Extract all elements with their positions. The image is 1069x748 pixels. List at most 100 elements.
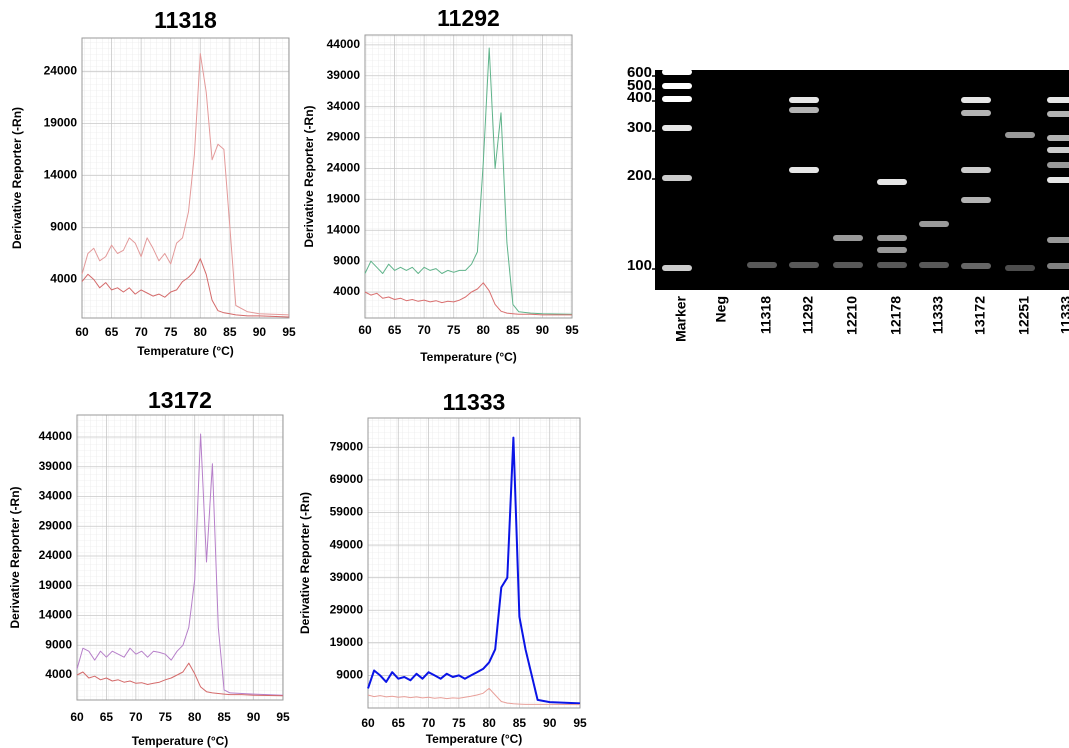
x-tick-label: 85 bbox=[513, 716, 527, 730]
gel-band bbox=[1047, 177, 1069, 183]
gel-lane-label: 12210 bbox=[844, 296, 860, 335]
y-tick-label: 44000 bbox=[39, 429, 73, 443]
gel-size-label: 200 bbox=[627, 167, 652, 184]
y-tick-label: 4000 bbox=[333, 284, 360, 298]
gel-band bbox=[1047, 162, 1069, 168]
y-tick-label: 19000 bbox=[44, 116, 78, 130]
gel-band bbox=[662, 69, 692, 75]
x-tick-label: 70 bbox=[422, 716, 436, 730]
gel-band bbox=[1047, 263, 1069, 269]
x-tick-label: 90 bbox=[253, 325, 267, 339]
y-tick-label: 4000 bbox=[50, 272, 77, 286]
gel-lane-label: 13172 bbox=[972, 296, 988, 335]
y-tick-label: 14000 bbox=[39, 608, 73, 622]
gel-size-label: 100 bbox=[627, 257, 652, 274]
gel-band bbox=[662, 83, 692, 89]
gel-band bbox=[1005, 132, 1035, 138]
y-tick-label: 49000 bbox=[330, 537, 364, 551]
x-tick-label: 80 bbox=[194, 325, 208, 339]
gel-band bbox=[1047, 111, 1069, 117]
x-tick-label: 80 bbox=[188, 710, 202, 724]
gel-band bbox=[961, 97, 991, 103]
gel-band bbox=[961, 167, 991, 173]
x-tick-label: 85 bbox=[223, 325, 237, 339]
y-tick-label: 19000 bbox=[39, 578, 73, 592]
gel-lane-label: 12251 bbox=[1016, 296, 1032, 335]
x-tick-label: 95 bbox=[282, 325, 296, 339]
gel-band bbox=[662, 175, 692, 181]
gel-band bbox=[961, 110, 991, 116]
y-tick-label: 9000 bbox=[45, 637, 72, 651]
y-tick-label: 39000 bbox=[39, 459, 73, 473]
x-tick-label: 70 bbox=[129, 710, 143, 724]
gel-band bbox=[833, 262, 863, 268]
gel-band bbox=[1047, 135, 1069, 141]
gel-band bbox=[877, 247, 907, 253]
x-tick-label: 60 bbox=[361, 716, 375, 730]
x-tick-label: 95 bbox=[573, 716, 587, 730]
gel-band bbox=[961, 263, 991, 269]
gel-band bbox=[662, 265, 692, 271]
y-tick-label: 24000 bbox=[39, 548, 73, 562]
y-tick-label: 39000 bbox=[330, 570, 364, 584]
x-tick-label: 75 bbox=[159, 710, 173, 724]
x-tick-label: 65 bbox=[388, 323, 402, 337]
x-tick-label: 65 bbox=[105, 325, 119, 339]
x-tick-label: 95 bbox=[565, 323, 579, 337]
x-tick-label: 75 bbox=[164, 325, 178, 339]
gel-size-label: 300 bbox=[627, 119, 652, 136]
chart-title: 13172 bbox=[148, 387, 212, 413]
x-axis-title: Temperature (°C) bbox=[132, 734, 229, 748]
gel-band bbox=[789, 97, 819, 103]
y-axis-title: Derivative Reporter (-Rn) bbox=[8, 486, 22, 628]
y-tick-label: 34000 bbox=[39, 489, 73, 503]
gel-band bbox=[662, 96, 692, 102]
x-axis-title: Temperature (°C) bbox=[426, 732, 523, 746]
y-tick-label: 24000 bbox=[44, 63, 78, 77]
x-tick-label: 65 bbox=[392, 716, 406, 730]
x-axis-title: Temperature (°C) bbox=[137, 344, 234, 358]
y-axis-title: Derivative Reporter (-Rn) bbox=[302, 105, 316, 247]
x-tick-label: 95 bbox=[276, 710, 290, 724]
y-tick-label: 19000 bbox=[330, 635, 364, 649]
y-tick-label: 29000 bbox=[39, 518, 73, 532]
x-tick-label: 75 bbox=[452, 716, 466, 730]
x-tick-label: 90 bbox=[536, 323, 550, 337]
x-tick-label: 60 bbox=[75, 325, 89, 339]
plot-area bbox=[365, 35, 572, 318]
gel-lane-label: 11333 bbox=[1058, 296, 1069, 334]
figure: 4000 9000 14000 19000 24000 60 65 70 75 80 85 90 95 1… bbox=[0, 0, 1069, 748]
x-tick-label: 70 bbox=[134, 325, 148, 339]
page: {"chart_data": [ {"type": "line", "title… bbox=[0, 0, 1069, 748]
x-tick-label: 80 bbox=[477, 323, 491, 337]
gel-band bbox=[789, 167, 819, 173]
plot-area bbox=[77, 415, 283, 700]
plot-area bbox=[82, 38, 289, 318]
y-tick-label: 69000 bbox=[330, 472, 364, 486]
gel-lane-label: 11333 bbox=[930, 296, 946, 334]
gel-band bbox=[919, 262, 949, 268]
y-tick-label: 9000 bbox=[336, 668, 363, 682]
chart-title: 11292 bbox=[437, 5, 500, 31]
y-tick-label: 29000 bbox=[327, 130, 361, 144]
y-tick-label: 59000 bbox=[330, 505, 364, 519]
y-axis-title: Derivative Reporter (-Rn) bbox=[10, 107, 24, 249]
gel-lane-label: 12178 bbox=[888, 296, 904, 335]
gel-band bbox=[1005, 265, 1035, 271]
gel-band bbox=[1047, 97, 1069, 103]
gel-lane-label: 11292 bbox=[800, 296, 816, 334]
gel-band bbox=[789, 262, 819, 268]
x-tick-label: 60 bbox=[70, 710, 84, 724]
chart-title: 11318 bbox=[154, 7, 217, 33]
gel-band bbox=[747, 262, 777, 268]
y-tick-label: 14000 bbox=[44, 168, 78, 182]
y-tick-label: 79000 bbox=[330, 439, 364, 453]
y-tick-label: 39000 bbox=[327, 68, 361, 82]
y-tick-label: 44000 bbox=[327, 37, 361, 51]
chart-title: 11333 bbox=[443, 389, 506, 415]
x-tick-label: 90 bbox=[543, 716, 557, 730]
y-tick-label: 19000 bbox=[327, 192, 361, 206]
gel-lane-label: Marker bbox=[673, 295, 689, 341]
gel-band bbox=[1047, 147, 1069, 153]
gel-band bbox=[662, 125, 692, 131]
